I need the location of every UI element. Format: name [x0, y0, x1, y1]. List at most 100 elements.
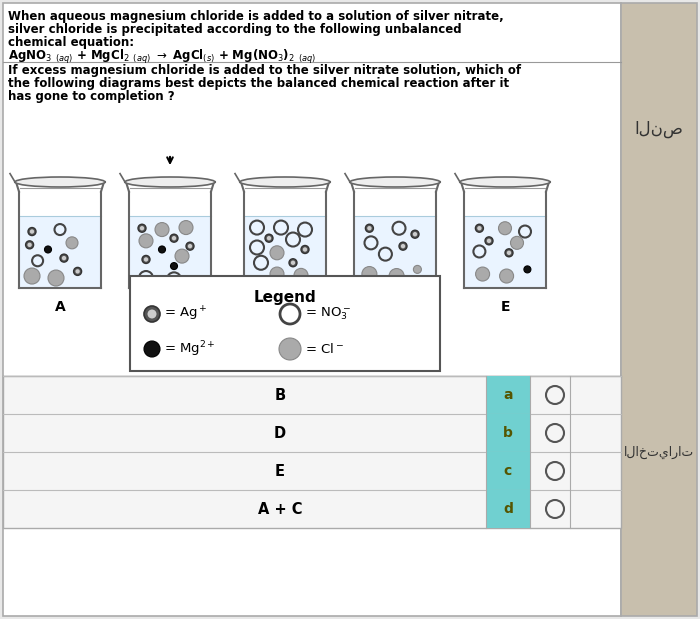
- Circle shape: [365, 224, 373, 232]
- Circle shape: [524, 266, 531, 273]
- Circle shape: [175, 249, 189, 263]
- Circle shape: [475, 267, 489, 281]
- Circle shape: [48, 270, 64, 286]
- Circle shape: [138, 224, 146, 232]
- Circle shape: [179, 220, 193, 235]
- Circle shape: [188, 244, 193, 248]
- Circle shape: [303, 247, 307, 252]
- Circle shape: [389, 269, 404, 284]
- Circle shape: [265, 234, 273, 242]
- Circle shape: [171, 262, 178, 270]
- Circle shape: [279, 338, 301, 360]
- Circle shape: [485, 237, 493, 245]
- Circle shape: [267, 236, 271, 240]
- Circle shape: [505, 249, 513, 257]
- Circle shape: [144, 341, 160, 357]
- Circle shape: [289, 259, 297, 267]
- Circle shape: [414, 266, 421, 274]
- Circle shape: [66, 237, 78, 249]
- Circle shape: [144, 306, 160, 322]
- Circle shape: [399, 242, 407, 250]
- Ellipse shape: [460, 177, 550, 187]
- Circle shape: [290, 261, 295, 265]
- Bar: [486, 414, 530, 452]
- Text: = NO$_3^-$: = NO$_3^-$: [305, 306, 351, 322]
- Circle shape: [401, 244, 405, 248]
- Circle shape: [148, 310, 157, 319]
- Text: the following diagrams best depicts the balanced chemical reaction after it: the following diagrams best depicts the …: [8, 77, 509, 90]
- Bar: [129, 215, 211, 288]
- Circle shape: [140, 226, 144, 230]
- Bar: [486, 490, 530, 528]
- Circle shape: [76, 269, 80, 274]
- Text: = Cl$^-$: = Cl$^-$: [305, 342, 344, 356]
- Text: = Mg$^{2+}$: = Mg$^{2+}$: [164, 339, 216, 359]
- Circle shape: [411, 230, 419, 238]
- Text: E: E: [275, 464, 285, 478]
- Circle shape: [270, 267, 284, 281]
- Bar: [244, 215, 326, 288]
- Text: النص: النص: [635, 120, 683, 138]
- Circle shape: [362, 267, 377, 282]
- Bar: [3, 376, 621, 528]
- Ellipse shape: [240, 177, 330, 187]
- Bar: [19, 215, 101, 288]
- Text: C: C: [280, 300, 290, 314]
- Ellipse shape: [125, 177, 215, 187]
- Circle shape: [486, 239, 491, 243]
- Circle shape: [500, 269, 514, 283]
- Text: silver chloride is precipitated according to the following unbalanced: silver chloride is precipitated accordin…: [8, 23, 461, 36]
- Text: If excess magnesium chloride is added to the silver nitrate solution, which of: If excess magnesium chloride is added to…: [8, 64, 521, 77]
- Circle shape: [270, 246, 284, 260]
- Circle shape: [368, 226, 372, 230]
- Circle shape: [28, 228, 36, 236]
- Ellipse shape: [350, 177, 440, 187]
- Text: A: A: [55, 300, 65, 314]
- Text: a: a: [503, 388, 512, 402]
- Circle shape: [62, 256, 66, 261]
- Circle shape: [158, 246, 165, 253]
- Circle shape: [172, 236, 176, 240]
- Circle shape: [507, 251, 511, 255]
- Text: AgNO$_3$ $_{(aq)}$ + MgCl$_2$ $_{(aq)}$ $\rightarrow$ AgCl$_{(s)}$ + Mg(NO$_3$)$: AgNO$_3$ $_{(aq)}$ + MgCl$_2$ $_{(aq)}$ …: [8, 48, 316, 66]
- Text: Legend: Legend: [253, 290, 316, 305]
- Circle shape: [413, 232, 417, 236]
- Circle shape: [477, 226, 482, 230]
- Ellipse shape: [15, 177, 105, 187]
- Circle shape: [294, 269, 308, 282]
- Text: B: B: [164, 300, 175, 314]
- Text: A + C: A + C: [258, 501, 302, 516]
- Circle shape: [498, 222, 512, 235]
- Circle shape: [45, 246, 52, 253]
- Text: chemical equation:: chemical equation:: [8, 36, 134, 49]
- Circle shape: [30, 230, 34, 234]
- Text: has gone to completion ?: has gone to completion ?: [8, 90, 174, 103]
- Bar: [621, 3, 697, 616]
- Circle shape: [24, 268, 40, 284]
- Circle shape: [142, 256, 150, 264]
- Text: c: c: [504, 464, 512, 478]
- Text: = Ag$^+$: = Ag$^+$: [164, 305, 207, 323]
- Circle shape: [60, 254, 68, 262]
- Text: D: D: [389, 300, 400, 314]
- Circle shape: [475, 224, 484, 232]
- Bar: [486, 376, 530, 414]
- Circle shape: [27, 243, 32, 247]
- Circle shape: [74, 267, 82, 275]
- Circle shape: [186, 242, 194, 250]
- Text: When aqueous magnesium chloride is added to a solution of silver nitrate,: When aqueous magnesium chloride is added…: [8, 10, 504, 23]
- Bar: [486, 452, 530, 490]
- Text: D: D: [274, 425, 286, 441]
- Text: b: b: [503, 426, 513, 440]
- Text: الاختيارات: الاختيارات: [624, 446, 694, 459]
- Circle shape: [155, 223, 169, 236]
- Circle shape: [26, 241, 34, 249]
- Bar: [3, 3, 621, 616]
- Text: d: d: [503, 502, 513, 516]
- Bar: [464, 215, 546, 288]
- Bar: [354, 215, 436, 288]
- Text: B: B: [274, 387, 286, 402]
- Circle shape: [510, 236, 524, 249]
- Circle shape: [139, 234, 153, 248]
- Circle shape: [301, 246, 309, 253]
